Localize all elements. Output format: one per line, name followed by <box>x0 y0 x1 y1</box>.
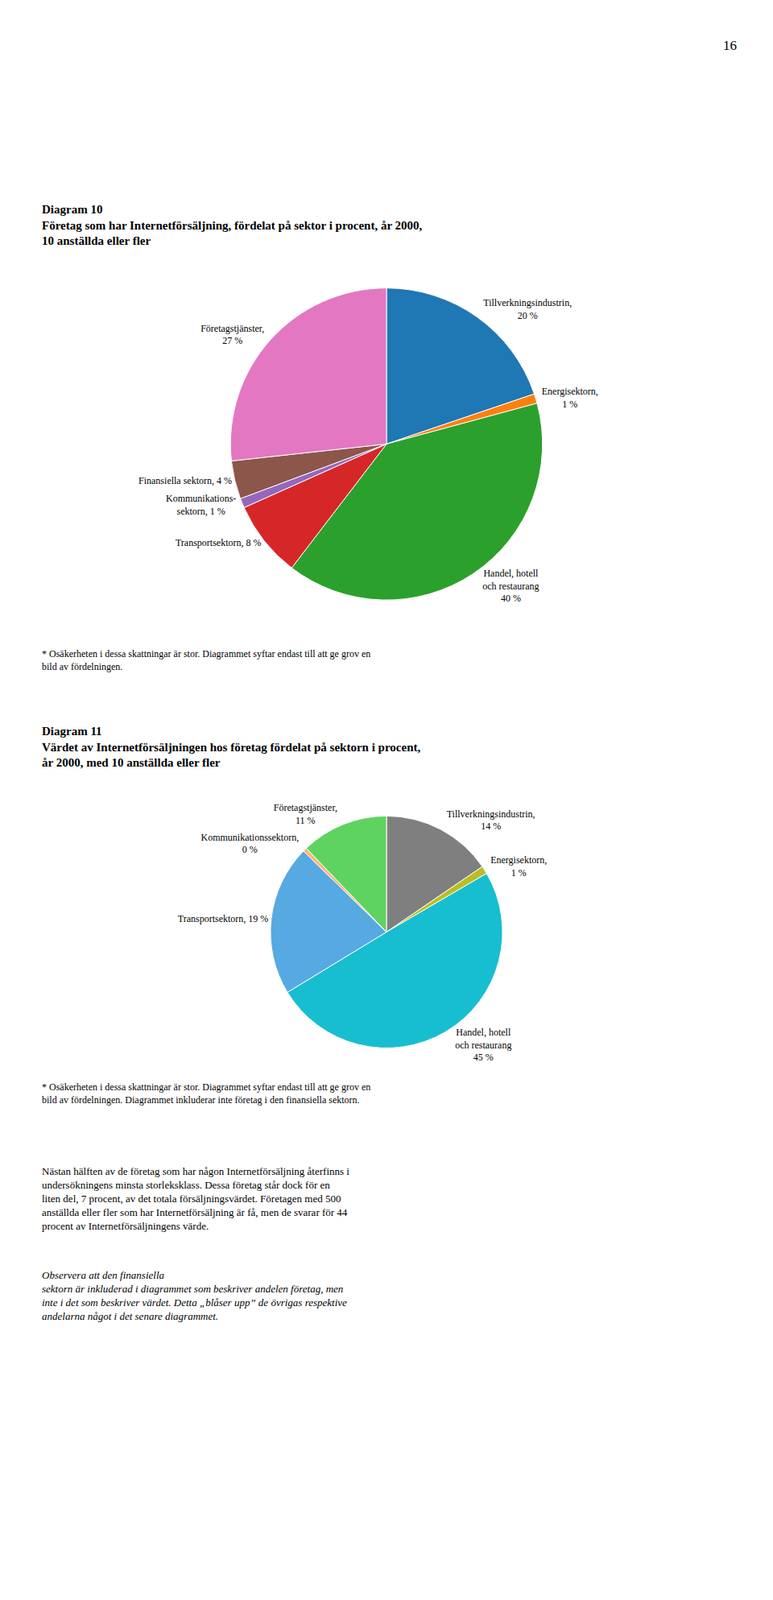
svg-text:Företagstjänster,11 %: Företagstjänster,11 % <box>273 801 338 827</box>
svg-text:Energisektorn,1 %: Energisektorn,1 % <box>541 385 599 410</box>
svg-text:Tillverkningsindustrin,20 %: Tillverkningsindustrin,20 % <box>483 297 572 322</box>
svg-text:Handel, hotelloch restaurang40: Handel, hotelloch restaurang40 % <box>482 567 539 604</box>
svg-text:* Osäkerheten i dessa skattnin: * Osäkerheten i dessa skattningar är sto… <box>41 648 371 673</box>
svg-text:Finansiella sektorn, 4 %: Finansiella sektorn, 4 % <box>138 475 232 487</box>
svg-text:Tillverkningsindustrin,14 %: Tillverkningsindustrin,14 % <box>446 808 536 833</box>
svg-text:Kommunikations-sektorn, 1 %: Kommunikations-sektorn, 1 % <box>165 492 236 517</box>
svg-text:Transportsektorn, 19 %: Transportsektorn, 19 % <box>177 913 269 925</box>
svg-text:Observera att den finansiellas: Observera att den finansiellasektorn är … <box>41 1269 348 1323</box>
svg-text:Diagram 10Företag som har Inte: Diagram 10Företag som har Internetförsäl… <box>41 202 423 248</box>
svg-text:Diagram 11Värdet av Internetfö: Diagram 11Värdet av Internetförsäljninge… <box>41 724 421 769</box>
svg-text:* Osäkerheten i dessa skattnin: * Osäkerheten i dessa skattningar är sto… <box>41 1081 371 1106</box>
svg-text:Kommunikationssektorn,0 %: Kommunikationssektorn,0 % <box>201 831 300 856</box>
svg-text:Företagstjänster,27 %: Företagstjänster,27 % <box>200 322 265 348</box>
svg-text:Nästan hälften av de företag s: Nästan hälften av de företag som har någ… <box>41 1165 350 1232</box>
svg-text:Energisektorn,1 %: Energisektorn,1 % <box>490 854 547 879</box>
svg-text:Transportsektorn, 8 %: Transportsektorn, 8 % <box>175 537 262 549</box>
svg-text:Handel, hotelloch restaurang45: Handel, hotelloch restaurang45 % <box>454 1026 512 1063</box>
svg-text:16: 16 <box>723 37 737 54</box>
